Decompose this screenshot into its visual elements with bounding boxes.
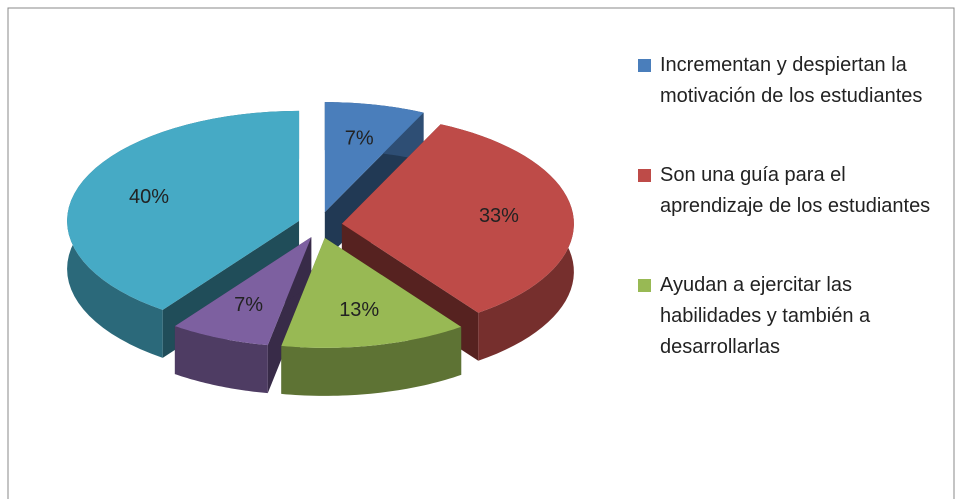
data-label: 7% <box>345 127 374 149</box>
legend: Incrementan y despiertan la motivación d… <box>638 50 943 411</box>
data-label: 13% <box>339 299 379 321</box>
slice-rim <box>281 326 462 396</box>
legend-label: Ayudan a ejercitar las habilidades y tam… <box>660 274 871 358</box>
frame <box>7 7 955 499</box>
legend-entry: Ayudan a ejercitar las habilidades y tam… <box>638 270 943 363</box>
legend-swatch <box>638 169 651 182</box>
slice <box>341 124 574 313</box>
slice <box>281 237 462 348</box>
data-label: 7% <box>234 294 263 316</box>
data-label: 33% <box>479 205 519 227</box>
legend-label: Son una guía para el aprendizaje de los … <box>660 164 931 217</box>
legend-label: Incrementan y despiertan la motivación d… <box>660 54 923 107</box>
legend-swatch <box>638 59 651 72</box>
legend-entry: Son una guía para el aprendizaje de los … <box>638 160 943 222</box>
legend-swatch <box>638 279 651 292</box>
slice <box>324 102 424 213</box>
slice <box>67 110 300 310</box>
data-label: 40% <box>129 186 169 208</box>
slice-rim <box>174 326 268 394</box>
legend-entry: Incrementan y despiertan la motivación d… <box>638 50 943 112</box>
slice <box>174 237 312 346</box>
